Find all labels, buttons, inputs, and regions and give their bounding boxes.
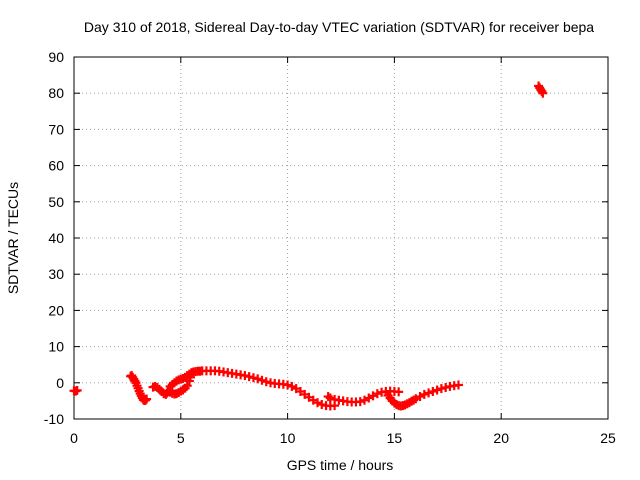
y-tick-label: 30 (48, 266, 64, 282)
y-tick-label: 20 (48, 302, 64, 318)
data-point (372, 389, 382, 399)
y-tick-label: 60 (48, 158, 64, 174)
y-tick-label: 70 (48, 121, 64, 137)
y-tick-label: 0 (56, 375, 64, 391)
x-tick-label: 20 (493, 430, 509, 446)
x-tick-label: 10 (280, 430, 296, 446)
data-point (313, 398, 323, 408)
chart-title: Day 310 of 2018, Sidereal Day-to-day VTE… (84, 19, 594, 35)
data-point (432, 385, 442, 395)
data-point (257, 375, 267, 385)
grid-lines (74, 57, 608, 419)
data-point (424, 388, 434, 398)
y-tick-label: 80 (48, 85, 64, 101)
data-point (182, 381, 192, 391)
data-point (253, 374, 263, 384)
data-point (428, 386, 438, 396)
y-tick-label: -10 (44, 411, 64, 427)
y-tick-label: 10 (48, 339, 64, 355)
y-tick-label: 90 (48, 49, 64, 65)
y-tick-label: 40 (48, 230, 64, 246)
data-point (72, 385, 82, 395)
data-point (453, 380, 463, 390)
y-tick-label: 50 (48, 194, 64, 210)
x-tick-label: 25 (600, 430, 616, 446)
x-tick-label: 15 (387, 430, 403, 446)
axis-ticks: 0 5 10 15 20 25 -10 0 10 20 30 40 50 60 70 80 90 (44, 49, 616, 446)
data-point (419, 389, 429, 399)
data-point (355, 397, 365, 407)
data-point (142, 394, 152, 404)
x-tick-label: 0 (70, 430, 78, 446)
x-tick-label: 5 (177, 430, 185, 446)
y-axis-label: SDTVAR / TECUs (5, 182, 21, 294)
data-point (325, 393, 335, 403)
data-point (538, 88, 548, 98)
data-series-sdtvar (69, 81, 548, 411)
x-axis-label: GPS time / hours (287, 457, 394, 473)
data-point (283, 380, 293, 390)
data-point (394, 387, 404, 397)
